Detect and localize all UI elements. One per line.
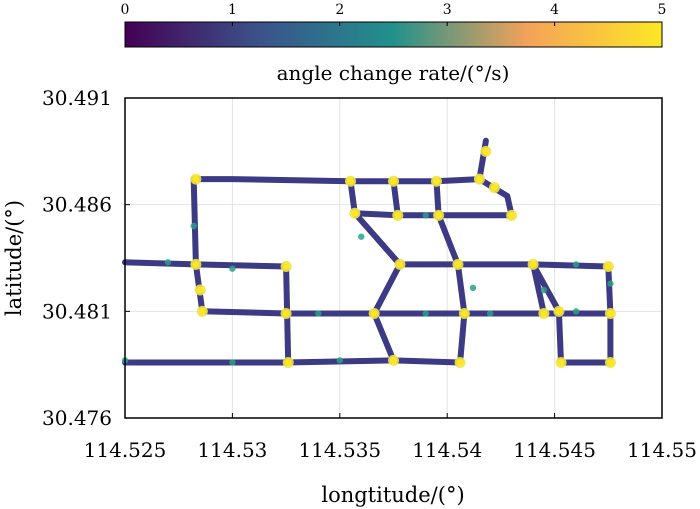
x-tick-label: 114.525 [84,438,167,462]
mid-rate-point [229,359,236,366]
high-rate-point-core [604,263,612,270]
mid-rate-point [572,308,580,315]
mid-rate-point [422,310,429,317]
high-rate-point-core [607,310,614,317]
x-tick-label: 114.545 [513,438,596,462]
x-axis-label: longtitude/(°) [321,483,464,507]
high-rate-points [121,145,616,369]
mid-rate-point [540,286,548,294]
x-tick-label: 114.53 [197,438,267,462]
mid-rate-point [469,284,477,292]
high-rate-point-core [198,307,206,315]
mid-rate-point [358,233,365,240]
colorbar-ticks: 0 1 2 3 4 5 [121,2,667,26]
y-tick-label: 30.486 [42,193,112,217]
high-rate-point-core [282,310,290,317]
high-rate-point-core [396,261,404,268]
high-rate-point-core [370,310,378,317]
colorbar-tick-label: 1 [228,2,237,18]
high-rate-point-core [482,147,490,155]
mid-rate-point [607,280,614,287]
x-tick-label: 114.55 [627,438,697,462]
track-segment [476,176,515,219]
plot-frame [124,97,663,419]
high-rate-point-core [555,307,563,315]
high-rate-point-core [607,359,614,366]
mid-rate-point [486,310,494,317]
colorbar-tick-label: 0 [121,2,130,18]
high-rate-point-core [460,310,468,317]
mid-rate-point [422,212,429,219]
colorbar-label: angle change rate/(°/s) [277,61,510,85]
high-rate-point-core [351,209,359,217]
colorbar-tick-label: 3 [443,2,452,18]
high-rate-point-core [284,359,292,366]
high-rate-point-core [508,211,516,219]
high-rate-point-core [390,357,397,364]
mid-rate-point [229,265,236,272]
colorbar-tick-label: 5 [658,2,667,18]
x-tick-label: 114.54 [412,438,482,462]
high-rate-point-core [192,175,200,183]
mid-rate-point [336,357,343,364]
plot-area [121,97,663,419]
high-rate-point-core [192,261,200,268]
mid-rate-point [164,259,172,266]
track-segment [390,178,401,219]
high-rate-point-core [540,310,548,317]
y-axis-label: latitude/(°) [2,200,26,316]
y-tick-label: 30.476 [42,406,112,430]
x-axis-ticks: 114.525 114.53 114.535 114.54 114.545 114.55 [84,413,697,462]
track-segment [530,261,547,317]
x-tick-label: 114.535 [298,438,381,462]
high-rate-point-core [390,177,397,185]
high-rate-point-core [557,359,565,366]
mid-rate-point [572,261,580,268]
y-tick-label: 30.481 [42,299,112,323]
track-segment [396,261,614,366]
high-rate-point-core [196,286,204,294]
high-rate-point-core [454,261,462,268]
colorbar-tick-label: 4 [550,2,559,18]
high-rate-point-core [529,261,537,268]
high-rate-point-core [491,184,498,192]
high-rate-point-core [435,211,443,219]
y-axis-ticks: 30.476 30.481 30.486 30.491 [42,86,130,430]
track-segment [351,210,515,219]
high-rate-point-core [347,177,354,185]
high-rate-point-core [456,359,464,366]
mid-rate-point [315,310,322,317]
colorbar: 0 1 2 3 4 5 angle change rate/(°/s) [121,2,667,85]
high-rate-point-core [476,175,483,183]
high-rate-point-core [394,211,402,219]
y-tick-label: 30.491 [42,86,112,110]
colorbar-tick-label: 2 [335,2,344,18]
high-rate-point-core [282,263,290,270]
mid-rate-point [190,222,197,230]
colorbar-gradient [124,21,663,48]
high-rate-point-core [433,177,440,185]
